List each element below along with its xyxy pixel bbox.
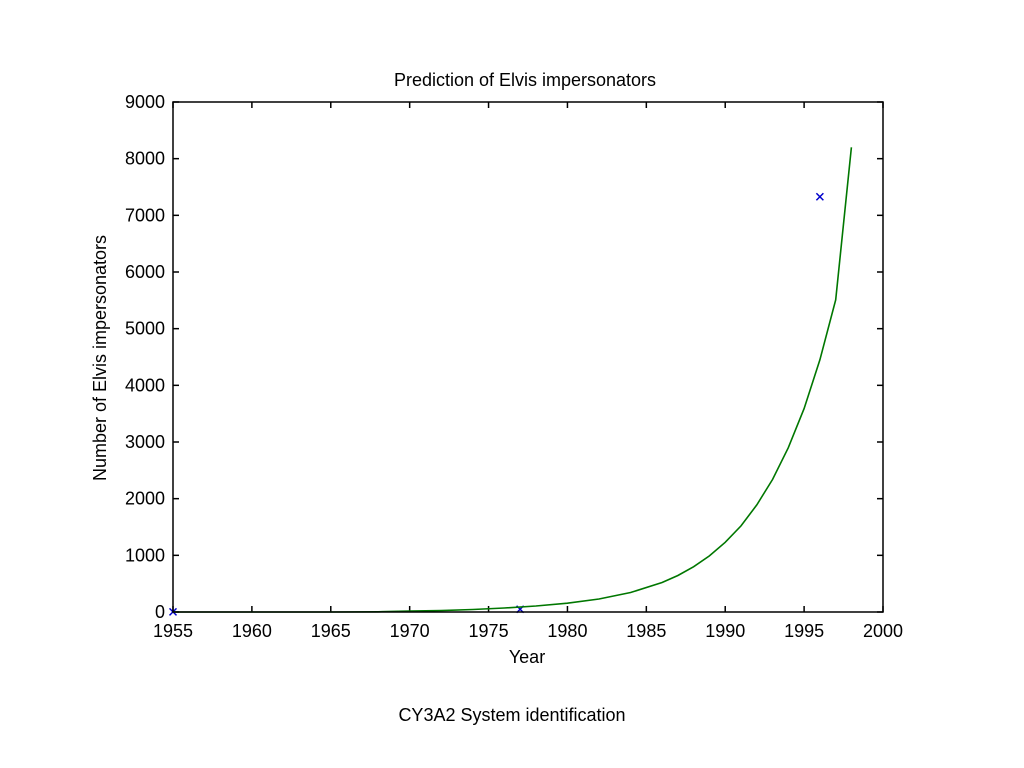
y-tick-label: 2000 bbox=[125, 489, 165, 509]
y-axis-label: Number of Elvis impersonators bbox=[90, 235, 110, 481]
y-tick-label: 3000 bbox=[125, 432, 165, 452]
data-point-x-marker bbox=[815, 192, 824, 201]
chart-title: Prediction of Elvis impersonators bbox=[394, 70, 656, 90]
x-tick-label: 1955 bbox=[153, 621, 193, 641]
x-tick-label: 2000 bbox=[863, 621, 903, 641]
y-tick-label: 0 bbox=[155, 602, 165, 622]
x-tick-label: 1970 bbox=[390, 621, 430, 641]
slide-caption: CY3A2 System identification bbox=[398, 705, 626, 725]
y-tick-label: 6000 bbox=[125, 262, 165, 282]
y-tick-label: 5000 bbox=[125, 319, 165, 339]
y-tick-label: 4000 bbox=[125, 375, 165, 395]
x-tick-label: 1960 bbox=[232, 621, 272, 641]
ticks-group: 1955 1960 1965 1970 1975 1980 1985 1990 1995 2000… bbox=[125, 92, 903, 641]
prediction-line bbox=[173, 147, 853, 613]
y-tick-label: 1000 bbox=[125, 545, 165, 565]
y-tick-label: 8000 bbox=[125, 149, 165, 169]
x-tick-label: 1985 bbox=[626, 621, 666, 641]
y-tick-label: 7000 bbox=[125, 205, 165, 225]
x-tick-label: 1995 bbox=[784, 621, 824, 641]
x-axis-label: Year bbox=[509, 647, 545, 667]
x-tick-label: 1990 bbox=[705, 621, 745, 641]
series-group bbox=[168, 147, 853, 616]
plot-frame bbox=[172, 101, 884, 613]
y-axis-label-group: Number of Elvis impersonators bbox=[90, 235, 110, 481]
x-tick-label: 1980 bbox=[547, 621, 587, 641]
y-tick-label: 9000 bbox=[125, 92, 165, 112]
x-tick-label: 1965 bbox=[311, 621, 351, 641]
x-tick-label: 1975 bbox=[469, 621, 509, 641]
